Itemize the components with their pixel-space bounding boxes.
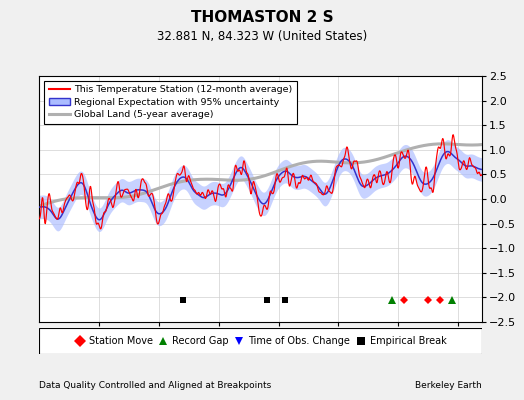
Text: 32.881 N, 84.323 W (United States): 32.881 N, 84.323 W (United States) [157, 30, 367, 43]
Text: THOMASTON 2 S: THOMASTON 2 S [191, 10, 333, 25]
Legend: Station Move, Record Gap, Time of Obs. Change, Empirical Break: Station Move, Record Gap, Time of Obs. C… [72, 333, 449, 349]
FancyBboxPatch shape [39, 328, 482, 354]
Text: Data Quality Controlled and Aligned at Breakpoints: Data Quality Controlled and Aligned at B… [39, 381, 271, 390]
Text: Berkeley Earth: Berkeley Earth [416, 381, 482, 390]
Legend: This Temperature Station (12-month average), Regional Expectation with 95% uncer: This Temperature Station (12-month avera… [44, 81, 297, 124]
